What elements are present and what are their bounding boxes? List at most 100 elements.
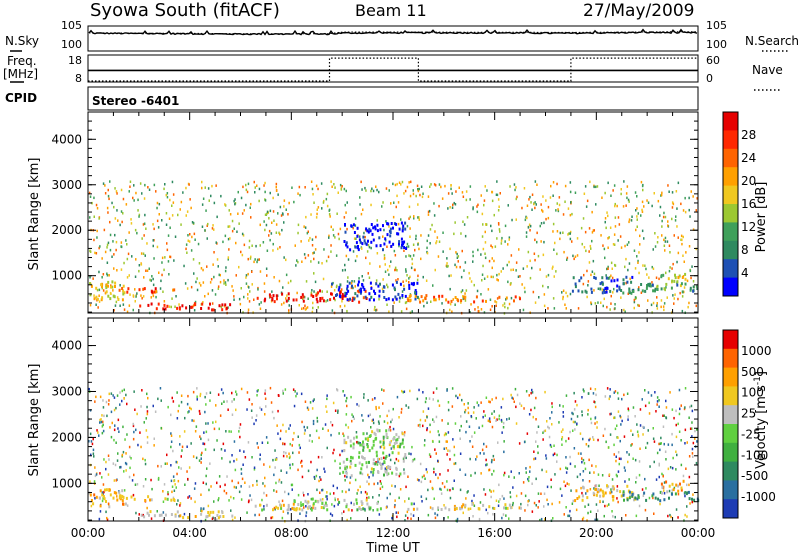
velocity-feature-cell xyxy=(212,510,215,514)
power-echo xyxy=(506,263,508,267)
velocity-echo xyxy=(478,517,481,521)
power-echo xyxy=(143,197,146,200)
velocity-echo xyxy=(267,441,269,444)
velocity-feature-cell xyxy=(354,463,357,467)
velocity-title-main: Velocity [m s xyxy=(754,385,769,469)
velocity-echo xyxy=(677,492,680,496)
velocity-feature-cell xyxy=(503,506,505,510)
power-echo xyxy=(468,271,470,275)
nsky-label: N.Sky xyxy=(5,34,39,48)
velocity-echo xyxy=(686,483,688,487)
velocity-echo xyxy=(459,468,461,471)
power-feature-cell xyxy=(382,290,385,293)
power-echo xyxy=(623,308,625,312)
power-echo xyxy=(438,240,441,243)
power-echo xyxy=(266,210,269,214)
velocity-echo xyxy=(99,395,102,399)
velocity-echo xyxy=(506,418,508,421)
power-echo xyxy=(228,248,230,251)
power-feature-cell xyxy=(618,285,621,289)
velocity-echo xyxy=(581,413,583,417)
velocity-echo xyxy=(139,431,141,434)
power-echo xyxy=(218,273,220,277)
power-echo xyxy=(388,225,390,228)
velocity-echo xyxy=(157,464,159,468)
velocity-echo xyxy=(565,466,567,470)
power-echo xyxy=(525,215,527,219)
power-echo xyxy=(383,228,385,232)
velocity-echo xyxy=(235,458,238,461)
power-feature-cell xyxy=(281,292,284,296)
power-echo xyxy=(681,309,684,313)
velocity-feature-cell xyxy=(687,490,690,494)
power-echo xyxy=(673,302,675,305)
velocity-feature-cell xyxy=(448,508,451,512)
power-echo xyxy=(148,188,151,191)
velocity-echo xyxy=(663,442,665,446)
power-echo xyxy=(400,183,402,186)
power-echo xyxy=(275,231,278,234)
power-echo xyxy=(664,215,667,219)
velocity-echo xyxy=(378,406,380,409)
velocity-echo xyxy=(587,408,589,412)
power-echo xyxy=(231,285,233,288)
velocity-echo xyxy=(216,518,218,521)
power-feature-cell xyxy=(178,307,181,311)
power-echo xyxy=(563,250,565,254)
velocity-echo xyxy=(367,399,369,402)
power-echo xyxy=(640,214,642,217)
velocity-echo xyxy=(180,467,182,470)
velocity-feature-cell xyxy=(103,497,106,501)
velocity-echo xyxy=(372,421,375,425)
power-echo xyxy=(656,296,658,299)
power-echo xyxy=(367,243,370,247)
power-echo xyxy=(286,294,288,297)
velocity-echo xyxy=(539,518,541,522)
power-echo xyxy=(138,215,140,218)
power-echo xyxy=(688,245,691,248)
power-feature-cell xyxy=(605,276,608,280)
power-feature-cell xyxy=(394,288,396,292)
power-feature-cell xyxy=(105,286,108,290)
velocity-echo xyxy=(454,422,457,425)
velocity-echo xyxy=(691,427,693,430)
velocity-feature-cell xyxy=(659,490,662,494)
velocity-echo xyxy=(492,506,494,510)
velocity-echo xyxy=(692,455,694,458)
power-echo xyxy=(194,238,196,241)
velocity-echo xyxy=(293,431,295,435)
power-echo xyxy=(625,192,628,195)
velocity-echo xyxy=(648,496,651,500)
velocity-echo xyxy=(150,517,153,520)
velocity-echo xyxy=(644,404,647,408)
velocity-echo xyxy=(587,413,589,416)
velocity-echo xyxy=(209,462,211,465)
power-feature-cell xyxy=(625,275,628,279)
velocity-feature-cell xyxy=(173,499,176,502)
velocity-feature-cell xyxy=(99,489,102,493)
velocity-feature-cell xyxy=(372,458,375,462)
power-echo xyxy=(494,245,497,248)
power-echo xyxy=(590,247,592,250)
velocity-feature-cell xyxy=(148,513,150,517)
power-echo xyxy=(635,228,637,232)
power-echo xyxy=(305,280,308,283)
velocity-echo xyxy=(691,435,693,438)
power-echo xyxy=(557,208,559,211)
power-echo xyxy=(605,226,607,230)
velocity-feature-cell xyxy=(146,511,149,515)
power-echo xyxy=(98,217,100,220)
power-echo xyxy=(643,205,645,208)
power-echo xyxy=(431,223,433,227)
power-echo xyxy=(241,212,244,215)
power-echo xyxy=(398,300,401,303)
velocity-echo xyxy=(535,396,537,400)
power-echo xyxy=(119,223,121,227)
velocity-echo xyxy=(147,396,149,400)
power-echo xyxy=(652,248,654,251)
power-echo xyxy=(541,208,543,212)
power-echo xyxy=(376,219,378,222)
velocity-echo xyxy=(284,490,286,494)
power-feature-cell xyxy=(109,297,112,301)
power-echo xyxy=(570,201,572,204)
